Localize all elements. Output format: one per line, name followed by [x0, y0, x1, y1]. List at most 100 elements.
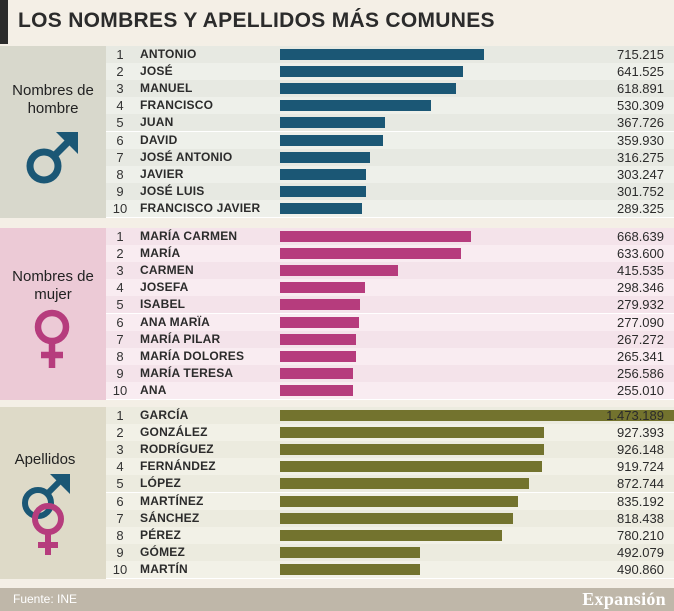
table-row: 1 MARÍA CARMEN 668.639: [106, 228, 674, 246]
male-female-symbol-icon: [22, 474, 70, 555]
category-label: JUAN: [140, 115, 174, 130]
rank-label: 1: [116, 47, 124, 62]
chart-header: LOS NOMBRES Y APELLIDOS MÁS COMUNES: [0, 0, 674, 44]
rank-label: 3: [116, 81, 124, 97]
section-men-names: Nombres de hombre 1 ANTONIO 715.215 2 JOSÉ 64…: [0, 46, 674, 218]
table-row: 5 LÓPEZ 872.744: [106, 475, 674, 494]
value-label: 668.639: [617, 229, 664, 244]
category-label: CARMEN: [140, 263, 194, 278]
table-row: 7 SÁNCHEZ 818.438: [106, 509, 674, 528]
rank-label: 3: [116, 263, 124, 279]
value-label: 298.346: [617, 280, 664, 296]
category-label: ANTONIO: [140, 47, 197, 61]
table-row: 3 CARMEN 415.535: [106, 262, 674, 281]
value-label: 919.724: [617, 459, 664, 475]
bar: [280, 384, 353, 396]
rank-label: 6: [116, 132, 124, 148]
section-men-side: Nombres de hombre: [0, 46, 106, 218]
category-label: GONZÁLEZ: [140, 425, 208, 440]
table-row: 2 JOSÉ 641.525: [106, 63, 674, 82]
value-label: 641.525: [617, 64, 664, 80]
bar: [280, 134, 383, 146]
table-row: 1 ANTONIO 715.215: [106, 46, 674, 64]
bar: [280, 461, 543, 473]
table-row: 2 GONZÁLEZ 927.393: [106, 424, 674, 443]
value-label: 1.473.189: [606, 408, 664, 423]
rank-label: 8: [116, 166, 124, 182]
table-row: 9 GÓMEZ 492.079: [106, 543, 674, 562]
table-row: 8 MARÍA DOLORES 265.341: [106, 347, 674, 366]
bar: [280, 117, 385, 129]
value-label: 618.891: [617, 81, 664, 97]
category-label: JOSÉ ANTONIO: [140, 149, 233, 164]
table-row: 3 MANUEL 618.891: [106, 80, 674, 99]
female-symbol-icon: [34, 309, 70, 368]
table-row: 3 RODRÍGUEZ 926.148: [106, 441, 674, 460]
rank-label: 1: [116, 229, 124, 244]
category-label: MARÍA PILAR: [140, 331, 221, 346]
category-label: JOSEFA: [140, 280, 189, 295]
rank-label: 7: [116, 510, 124, 526]
table-row: 1 GARCÍA 1.473.189: [106, 407, 674, 425]
category-label: FERNÁNDEZ: [140, 459, 216, 474]
value-label: 265.341: [617, 348, 664, 364]
table-row: 10 ANA 255.010: [106, 381, 674, 400]
category-label: JOSÉ: [140, 64, 173, 79]
category-label: ANA: [140, 382, 167, 397]
value-label: 490.860: [617, 561, 664, 577]
table-row: 5 JUAN 367.726: [106, 114, 674, 133]
value-label: 367.726: [617, 115, 664, 131]
bar: [280, 100, 432, 112]
value-label: 256.586: [617, 365, 664, 381]
chart-footer: Fuente: INE Expansión: [0, 588, 674, 611]
rank-label: 3: [116, 442, 124, 458]
section-surnames: Apellidos 1 GARCÍA 1.473.189 2 GONZÁLEZ 927.3…: [0, 407, 674, 579]
bar: [280, 83, 457, 95]
value-label: 835.192: [617, 493, 664, 509]
category-label: GARCÍA: [140, 408, 189, 422]
bar: [280, 478, 529, 490]
value-label: 359.930: [617, 132, 664, 148]
value-label: 316.275: [617, 149, 664, 165]
bar: [280, 316, 359, 328]
value-label: 255.010: [617, 382, 664, 398]
bar: [280, 367, 354, 379]
bar: [280, 231, 471, 242]
table-row: 8 PÉREZ 780.210: [106, 526, 674, 545]
rank-label: 10: [112, 200, 128, 216]
section-surnames-side: Apellidos: [0, 407, 106, 579]
rank-label: 8: [116, 527, 124, 543]
category-label: SÁNCHEZ: [140, 510, 200, 525]
value-label: 927.393: [617, 425, 664, 441]
bar: [280, 427, 545, 439]
section-title: Apellidos: [14, 451, 76, 468]
rank-label: 2: [116, 64, 124, 80]
category-label: MARÍA DOLORES: [140, 348, 245, 363]
category-label: MANUEL: [140, 81, 193, 96]
category-label: MARÍA CARMEN: [140, 229, 238, 243]
table-row: 6 MARTÍNEZ 835.192: [106, 492, 674, 511]
chart-title: LOS NOMBRES Y APELLIDOS MÁS COMUNES: [18, 9, 495, 32]
value-label: 492.079: [617, 544, 664, 560]
table-row: 4 JOSEFA 298.346: [106, 279, 674, 298]
category-label: JOSÉ LUIS: [140, 183, 205, 198]
rank-label: 5: [116, 115, 124, 131]
category-label: LÓPEZ: [140, 476, 182, 491]
rank-label: 8: [116, 348, 124, 364]
category-label: PÉREZ: [140, 527, 182, 542]
brand-logo: Expansión: [582, 589, 666, 609]
male-symbol-icon: [26, 132, 78, 184]
bar: [280, 333, 357, 345]
table-row: 6 DAVID 359.930: [106, 131, 674, 150]
value-label: 780.210: [617, 527, 664, 543]
table-row: 4 FERNÁNDEZ 919.724: [106, 458, 674, 477]
rank-label: 4: [116, 98, 124, 114]
section-women-names: Nombres de mujer 1 MARÍA CARMEN 668.639 2 MA…: [0, 228, 674, 400]
rank-label: 7: [116, 149, 124, 165]
table-row: 5 ISABEL 279.932: [106, 296, 674, 315]
rank-label: 1: [116, 408, 124, 423]
value-label: 818.438: [617, 510, 664, 526]
bar: [280, 151, 371, 163]
bar: [280, 350, 356, 362]
section-title: Nombres de mujer: [12, 268, 94, 303]
